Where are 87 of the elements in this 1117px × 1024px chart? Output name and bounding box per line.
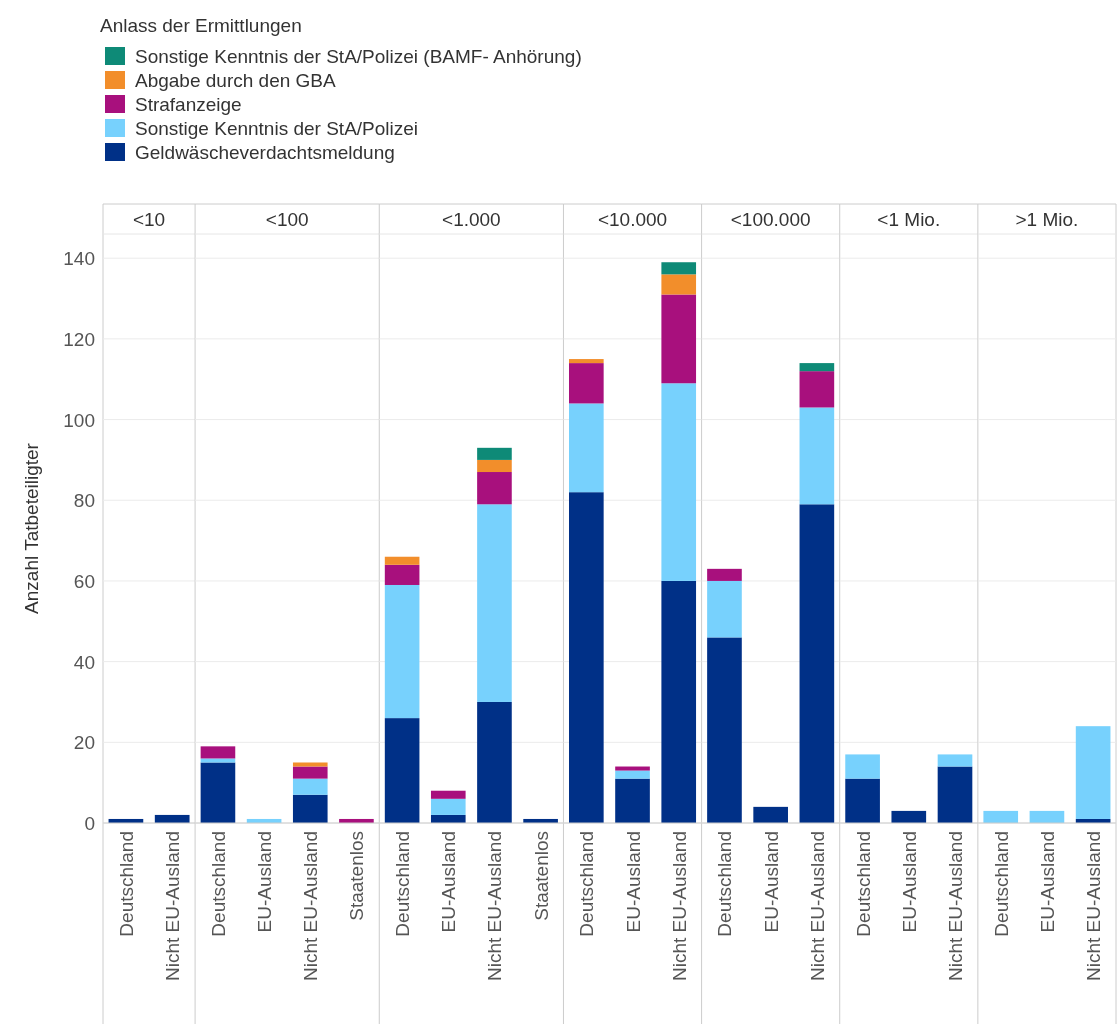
- x-tick-label: EU-Ausland: [254, 831, 276, 933]
- bar: [661, 383, 697, 581]
- chart-title: <100.000: [730, 209, 811, 230]
- bar: [845, 778, 880, 823]
- x-tick-label: Deutschland: [852, 831, 874, 937]
- bar: [661, 294, 697, 384]
- y-tick-label: 60: [73, 570, 95, 592]
- chart-title: <10.000: [597, 209, 668, 230]
- bar: [799, 504, 835, 823]
- bar: [891, 810, 927, 823]
- x-tick-label: Deutschland: [115, 831, 137, 937]
- chart-title: <10: [132, 209, 166, 230]
- x-tick-label: Nicht EU-Ausland: [162, 831, 184, 981]
- bar: [615, 770, 650, 779]
- bar: [799, 371, 835, 408]
- x-tick-label: Nicht EU-Ausland: [668, 831, 690, 981]
- bar: [799, 407, 835, 505]
- legend-label: Geldwäscheverdachtsmeldung: [135, 142, 395, 163]
- x-tick-label: Deutschland: [576, 831, 598, 937]
- bar: [569, 403, 604, 493]
- bar: [384, 564, 420, 585]
- x-tick-label: Deutschland: [714, 831, 736, 937]
- bar: [799, 363, 835, 372]
- x-tick-label: Deutschland: [207, 831, 229, 937]
- bar: [477, 472, 512, 505]
- bar: [384, 584, 420, 719]
- x-tick-label: EU-Ausland: [622, 831, 644, 933]
- bar: [430, 790, 466, 799]
- bar: [845, 754, 880, 779]
- chart-title: <1 Mio.: [877, 209, 941, 230]
- bar: [937, 766, 973, 823]
- x-tick-label: EU-Ausland: [438, 831, 460, 933]
- bar: [477, 447, 512, 460]
- y-tick-label: 140: [63, 248, 95, 270]
- x-tick-label: Nicht EU-Ausland: [806, 831, 828, 981]
- bar: [707, 568, 742, 581]
- legend-label: Strafanzeige: [135, 94, 242, 115]
- x-tick-label: Staatenlos: [346, 831, 368, 921]
- bar: [477, 504, 512, 702]
- x-tick-label: Nicht EU-Ausland: [1083, 831, 1105, 981]
- legend-label: Abgabe durch den GBA: [135, 70, 337, 91]
- bar: [569, 492, 604, 823]
- legend-title: Anlass der Ermittlungen: [100, 15, 302, 36]
- chart-title: >1 Mio.: [1015, 209, 1079, 230]
- bar: [661, 274, 697, 295]
- x-tick-label: EU-Ausland: [760, 831, 782, 933]
- x-tick-label: Deutschland: [392, 831, 414, 937]
- x-tick-label: EU-Ausland: [1036, 831, 1058, 933]
- bar: [200, 746, 236, 759]
- legend-label: Sonstige Kenntnis der StA/Polizei: [135, 118, 419, 139]
- y-tick-label: 100: [63, 409, 95, 431]
- x-tick-label: Deutschland: [990, 831, 1012, 937]
- x-tick-label: Nicht EU-Ausland: [484, 831, 506, 981]
- bar: [200, 758, 236, 763]
- bar: [384, 718, 420, 823]
- legend-label: Sonstige Kenntnis der StA/Polizei (BAMF- Anhörung): [135, 46, 582, 67]
- x-tick-label: Nicht EU-Ausland: [944, 831, 966, 981]
- bar: [569, 359, 604, 364]
- bar: [753, 806, 788, 823]
- bar: [430, 798, 466, 815]
- bar: [661, 262, 697, 275]
- bar: [477, 701, 512, 823]
- x-tick-label: EU-Ausland: [898, 831, 920, 933]
- bar: [292, 762, 328, 767]
- bar: [707, 580, 742, 638]
- bar: [569, 363, 604, 404]
- bar: [661, 580, 697, 823]
- y-tick-label: 20: [73, 732, 95, 754]
- bar: [937, 754, 973, 767]
- bar: [477, 459, 512, 473]
- y-tick-label: 40: [73, 651, 95, 673]
- y-tick-label: 80: [73, 490, 95, 512]
- bar: [292, 778, 328, 795]
- x-tick-label: Nicht EU-Ausland: [300, 831, 322, 981]
- y-tick-label: 120: [63, 328, 95, 350]
- y-tick-label: 0: [84, 813, 95, 834]
- bar: [292, 766, 328, 779]
- bar: [292, 794, 328, 823]
- chart-title: <1.000: [442, 209, 501, 230]
- bar: [707, 637, 742, 823]
- chart-title: <100: [265, 209, 309, 230]
- bar: [200, 762, 236, 823]
- bar: [384, 556, 420, 565]
- y-axis-title: Anzahl Tatbeteiligter: [21, 442, 42, 614]
- bar: [615, 778, 650, 823]
- bar: [615, 766, 650, 771]
- x-tick-label: Staatenlos: [530, 831, 552, 921]
